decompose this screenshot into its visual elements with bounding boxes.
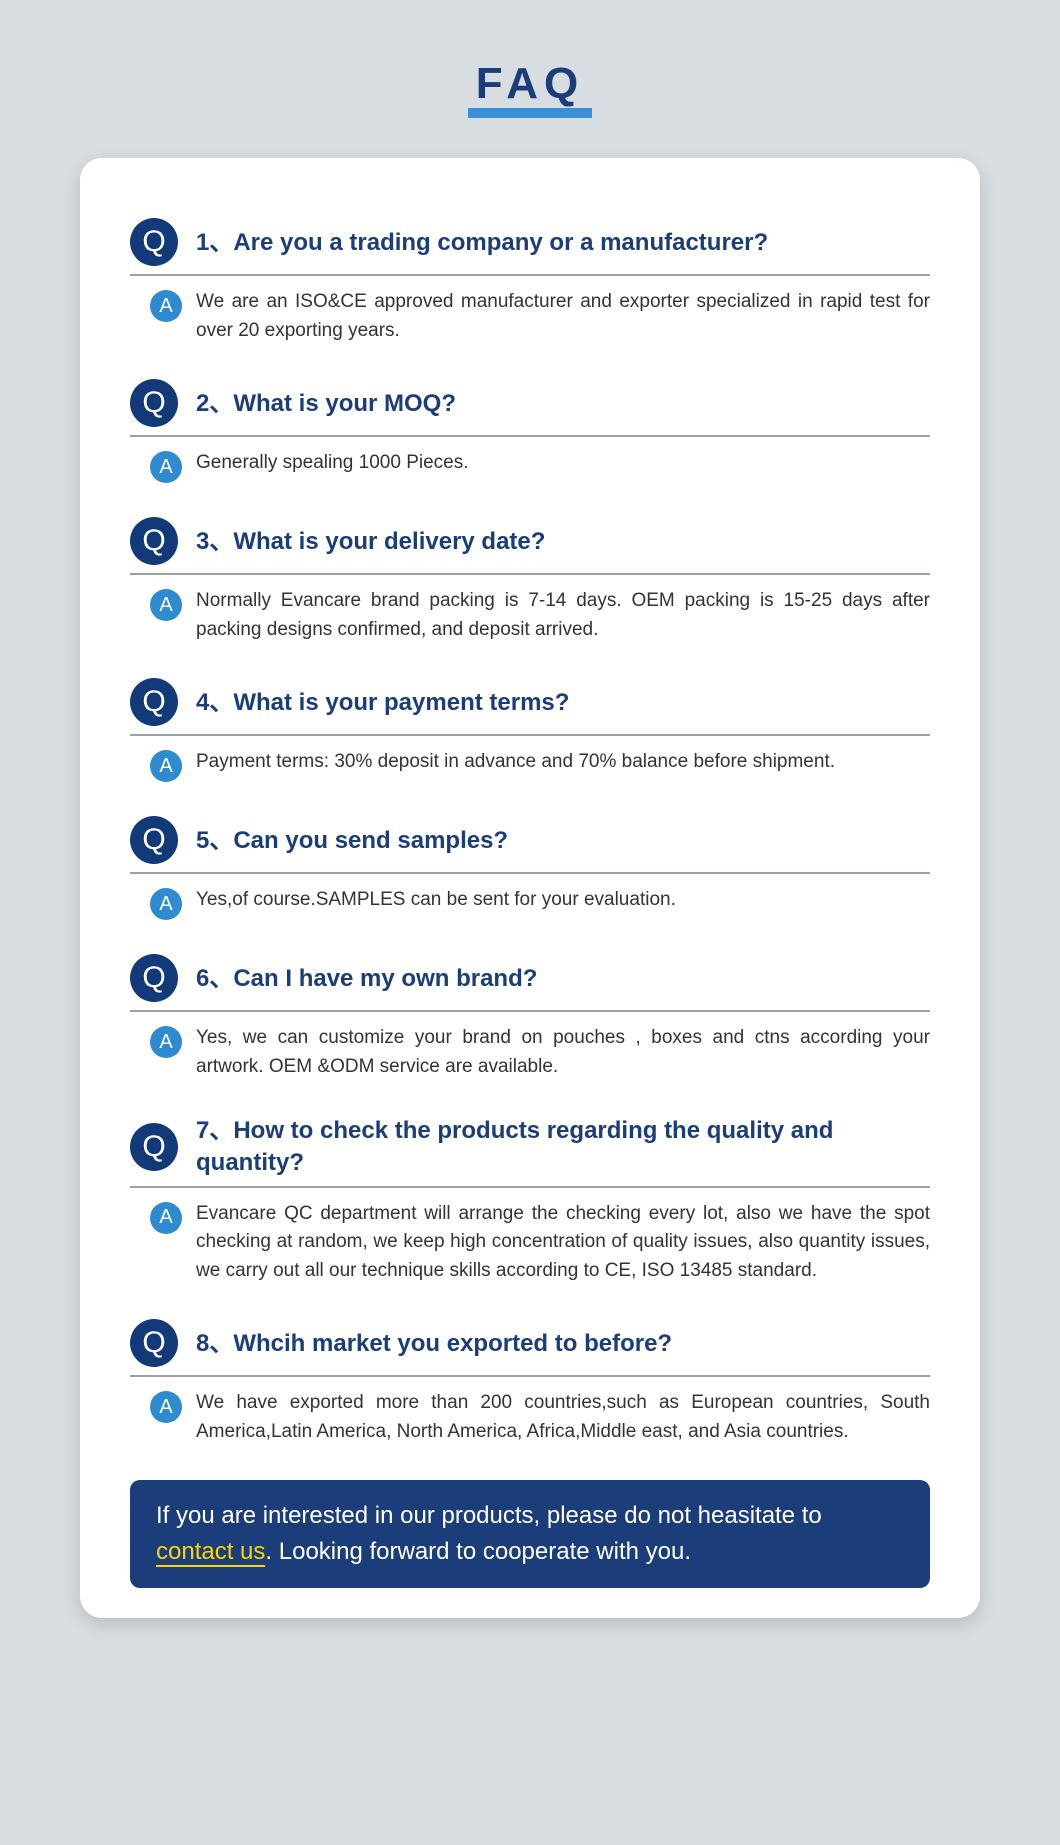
faq-item: Q 4、What is your payment terms? A Payment t… (130, 678, 930, 782)
question-text: 5、Can you send samples? (196, 825, 508, 856)
question-row: Q 6、Can I have my own brand? (130, 954, 930, 1012)
answer-text: Yes,of course.SAMPLES can be sent for yo… (196, 886, 930, 915)
faq-item: Q 5、Can you send samples? A Yes,of course.S… (130, 816, 930, 920)
faq-list: Q 1、Are you a trading company or a manufa… (130, 218, 930, 1446)
faq-item: Q 7、How to check the products regarding t… (130, 1115, 930, 1285)
question-badge-icon: Q (130, 1319, 178, 1367)
faq-card: Q 1、Are you a trading company or a manufa… (80, 158, 980, 1618)
question-text: 2、What is your MOQ? (196, 388, 456, 419)
page-title: FAQ (0, 60, 1060, 118)
answer-row: A Generally spealing 1000 Pieces. (130, 449, 930, 483)
question-row: Q 3、What is your delivery date? (130, 517, 930, 575)
answer-row: A Normally Evancare brand packing is 7-14… (130, 587, 930, 644)
question-text: 7、How to check the products regarding th… (196, 1115, 930, 1177)
contact-us-link[interactable]: contact us (156, 1538, 265, 1567)
answer-badge-icon: A (150, 888, 182, 920)
page-title-text: FAQ (468, 60, 592, 118)
faq-item: Q 6、Can I have my own brand? A Yes, we can … (130, 954, 930, 1081)
answer-text: Normally Evancare brand packing is 7-14 … (196, 587, 930, 644)
question-text: 3、What is your delivery date? (196, 526, 545, 557)
question-badge-icon: Q (130, 678, 178, 726)
answer-text: Evancare QC department will arrange the … (196, 1200, 930, 1286)
question-badge-icon: Q (130, 379, 178, 427)
question-text: 1、Are you a trading company or a manufac… (196, 227, 768, 258)
question-text: 6、Can I have my own brand? (196, 963, 537, 994)
question-badge-icon: Q (130, 517, 178, 565)
question-text: 8、Whcih market you exported to before? (196, 1328, 672, 1359)
answer-text: Payment terms: 30% deposit in advance an… (196, 748, 930, 777)
question-row: Q 4、What is your payment terms? (130, 678, 930, 736)
faq-item: Q 1、Are you a trading company or a manufa… (130, 218, 930, 345)
answer-row: A Yes,of course.SAMPLES can be sent for y… (130, 886, 930, 920)
answer-row: A We are an ISO&CE approved manufacturer … (130, 288, 930, 345)
answer-row: A We have exported more than 200 countrie… (130, 1389, 930, 1446)
question-badge-icon: Q (130, 816, 178, 864)
answer-row: A Evancare QC department will arrange the… (130, 1200, 930, 1286)
answer-text: We are an ISO&CE approved manufacturer a… (196, 288, 930, 345)
cta-pre-text: If you are interested in our products, p… (156, 1502, 822, 1529)
question-text: 4、What is your payment terms? (196, 687, 569, 718)
answer-badge-icon: A (150, 589, 182, 621)
question-badge-icon: Q (130, 954, 178, 1002)
cta-post-text: . Looking forward to cooperate with you. (265, 1538, 691, 1565)
question-row: Q 7、How to check the products regarding t… (130, 1115, 930, 1187)
question-badge-icon: Q (130, 218, 178, 266)
question-row: Q 5、Can you send samples? (130, 816, 930, 874)
faq-item: Q 8、Whcih market you exported to before? A… (130, 1319, 930, 1446)
question-row: Q 8、Whcih market you exported to before? (130, 1319, 930, 1377)
answer-row: A Payment terms: 30% deposit in advance a… (130, 748, 930, 782)
question-row: Q 2、What is your MOQ? (130, 379, 930, 437)
question-badge-icon: Q (130, 1123, 178, 1171)
answer-text: We have exported more than 200 countries… (196, 1389, 930, 1446)
cta-bar: If you are interested in our products, p… (130, 1480, 930, 1588)
answer-badge-icon: A (150, 1391, 182, 1423)
answer-text: Generally spealing 1000 Pieces. (196, 449, 930, 478)
answer-badge-icon: A (150, 451, 182, 483)
faq-item: Q 2、What is your MOQ? A Generally spealing … (130, 379, 930, 483)
answer-badge-icon: A (150, 290, 182, 322)
answer-badge-icon: A (150, 1202, 182, 1234)
question-row: Q 1、Are you a trading company or a manufa… (130, 218, 930, 276)
answer-badge-icon: A (150, 750, 182, 782)
faq-item: Q 3、What is your delivery date? A Normally … (130, 517, 930, 644)
answer-text: Yes, we can customize your brand on pouc… (196, 1024, 930, 1081)
answer-row: A Yes, we can customize your brand on pou… (130, 1024, 930, 1081)
answer-badge-icon: A (150, 1026, 182, 1058)
